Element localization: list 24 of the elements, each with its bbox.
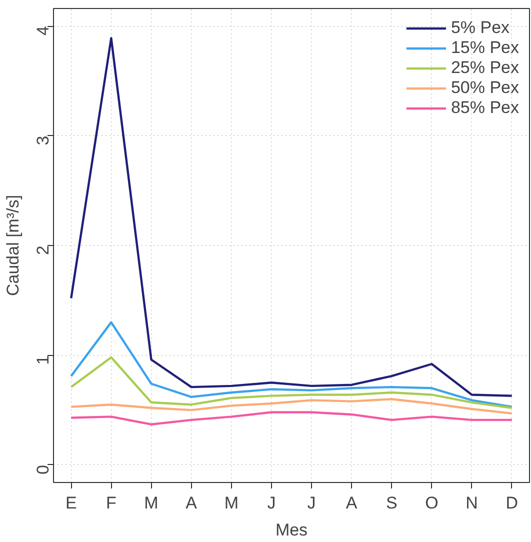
x-tick-label: E: [65, 494, 77, 512]
legend-label: 25% Pex: [450, 58, 519, 78]
x-tick-label: O: [425, 494, 438, 512]
legend-label: 15% Pex: [450, 38, 519, 58]
x-tick-label: A: [186, 494, 198, 512]
x-tick-label: S: [386, 494, 398, 512]
y-tick-label: 2: [34, 245, 52, 255]
x-tick-label: F: [106, 494, 116, 512]
x-tick-label: N: [466, 494, 478, 512]
y-tick-label: 3: [34, 136, 52, 146]
legend-label: 50% Pex: [450, 78, 519, 98]
y-axis-title: Caudal [m³/s]: [4, 194, 22, 296]
legend-label: 5% Pex: [450, 18, 510, 38]
y-tick-label: 0: [34, 464, 52, 474]
x-tick-label: M: [224, 494, 238, 512]
x-tick-label: A: [346, 494, 358, 512]
x-axis-title: Mes: [275, 520, 308, 540]
x-tick-label: M: [144, 494, 158, 512]
x-tick-label: J: [267, 494, 276, 512]
y-tick-label: 1: [34, 355, 52, 365]
legend-label: 85% Pex: [450, 98, 519, 118]
x-tick-label: J: [307, 494, 316, 512]
y-tick-label: 4: [34, 26, 52, 36]
x-tick-label: D: [506, 494, 518, 512]
